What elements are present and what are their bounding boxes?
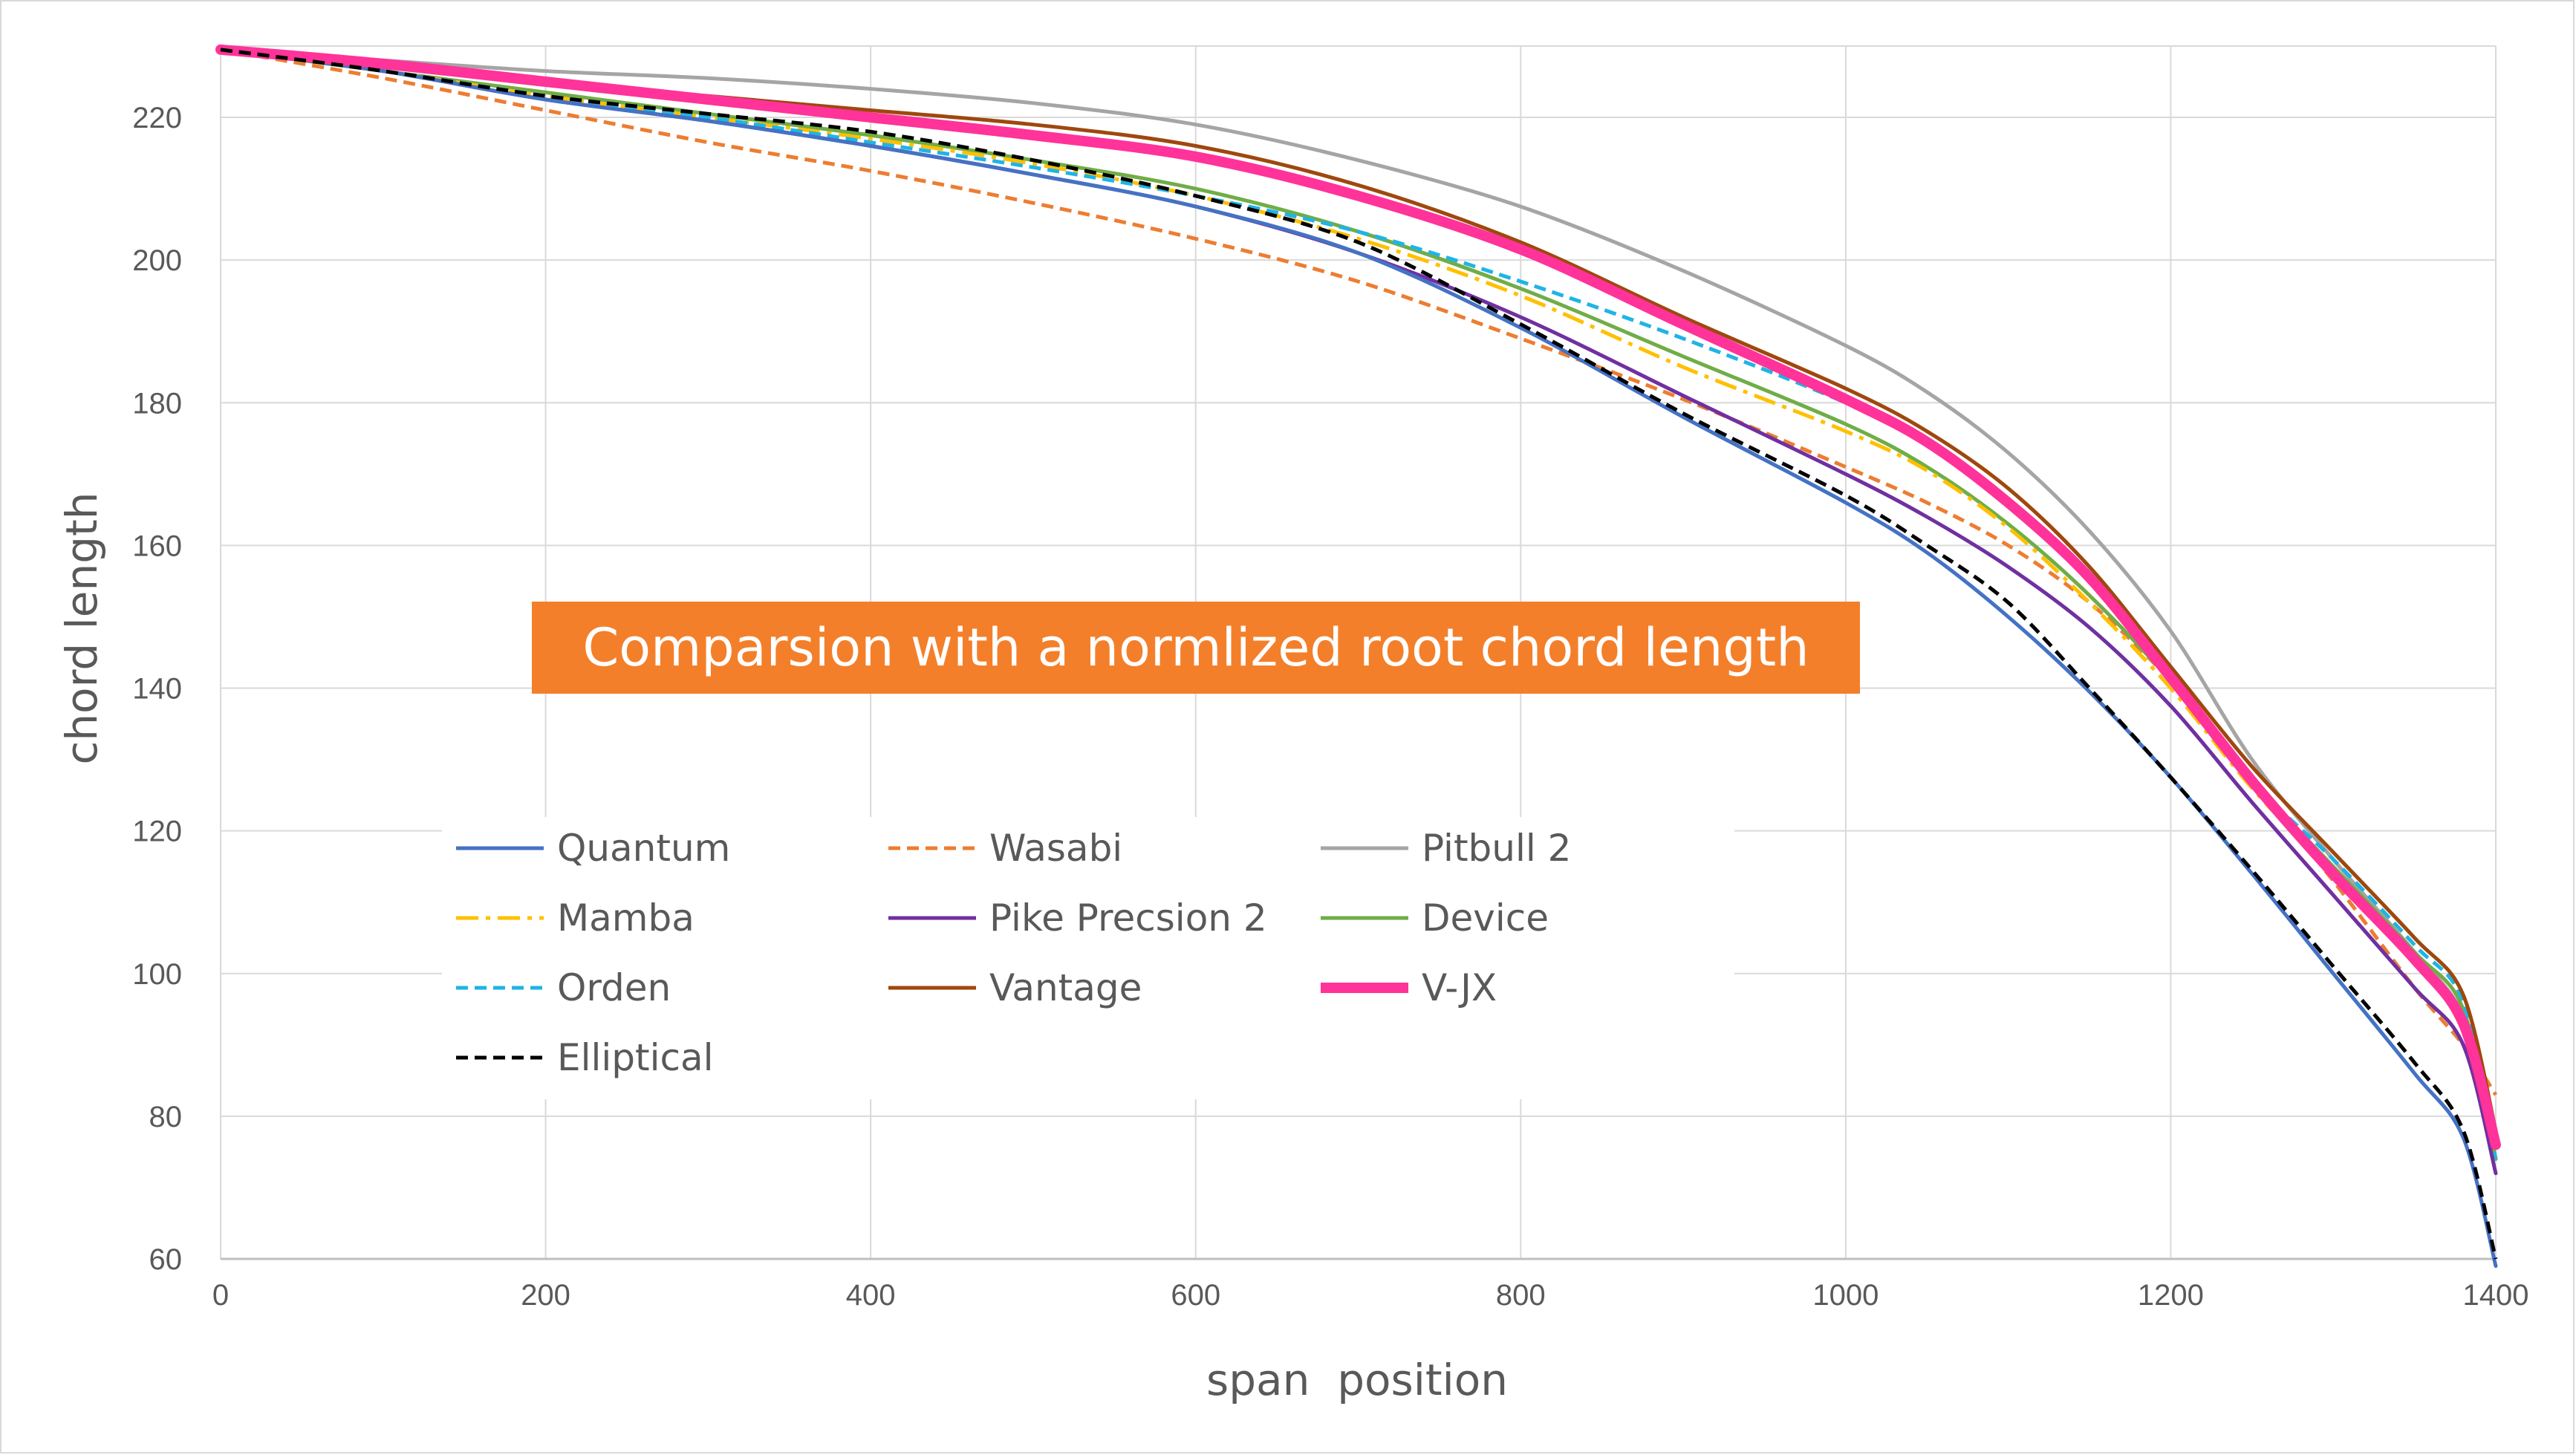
x-tick-label: 200	[521, 1279, 570, 1312]
legend-label-mamba: Mamba	[557, 896, 695, 940]
legend-label-wasabi: Wasabi	[989, 827, 1122, 870]
y-axis-ticks: 60 80 100 120 140 160 180 200 220	[132, 102, 182, 1276]
legend-label-orden: Orden	[557, 966, 671, 1009]
y-tick-label: 180	[132, 387, 182, 420]
x-axis-title: span position	[1206, 1355, 1508, 1405]
legend-label-v-jx: V-JX	[1422, 966, 1497, 1009]
series-line-orden	[220, 48, 2498, 1160]
legend-label-pike-precsion-2: Pike Precsion 2	[989, 896, 1267, 940]
y-tick-label: 220	[132, 102, 182, 134]
legend-label-pitbull-2: Pitbull 2	[1422, 827, 1571, 870]
legend-label-quantum: Quantum	[557, 827, 730, 870]
series-line-elliptical	[220, 48, 2498, 1260]
y-axis-title: chord length	[56, 492, 107, 764]
x-axis-ticks: 0 200 400 600 800 1000 1200 1400	[212, 1279, 2529, 1312]
y-tick-label: 140	[132, 673, 182, 706]
legend-label-vantage: Vantage	[989, 966, 1142, 1009]
legend-label-device: Device	[1422, 896, 1549, 940]
y-tick-label: 80	[149, 1101, 183, 1133]
grid	[220, 45, 2497, 1260]
y-tick-label: 200	[132, 244, 182, 277]
series-lines	[215, 44, 2501, 1269]
legend-background	[442, 817, 1734, 1099]
y-tick-label: 120	[132, 816, 182, 848]
x-tick-label: 0	[212, 1279, 229, 1312]
series-line-v-jx	[215, 44, 2501, 1150]
chart-annotation: Comparsion with a normlized root chord l…	[532, 602, 1860, 694]
y-tick-label: 100	[132, 958, 182, 991]
x-tick-label: 600	[1171, 1279, 1220, 1312]
legend-label-elliptical: Elliptical	[557, 1036, 714, 1079]
x-tick-label: 400	[846, 1279, 896, 1312]
legend: Quantum Wasabi Pitbull 2 Mamba Pike Precsion…	[456, 827, 1571, 1079]
series-line-quantum	[218, 48, 2498, 1269]
y-tick-label: 60	[149, 1243, 183, 1276]
y-tick-label: 160	[132, 530, 182, 562]
x-tick-label: 1200	[2138, 1279, 2204, 1312]
x-tick-label: 1400	[2463, 1279, 2529, 1312]
x-tick-label: 800	[1496, 1279, 1546, 1312]
x-tick-label: 1000	[1812, 1279, 1879, 1312]
